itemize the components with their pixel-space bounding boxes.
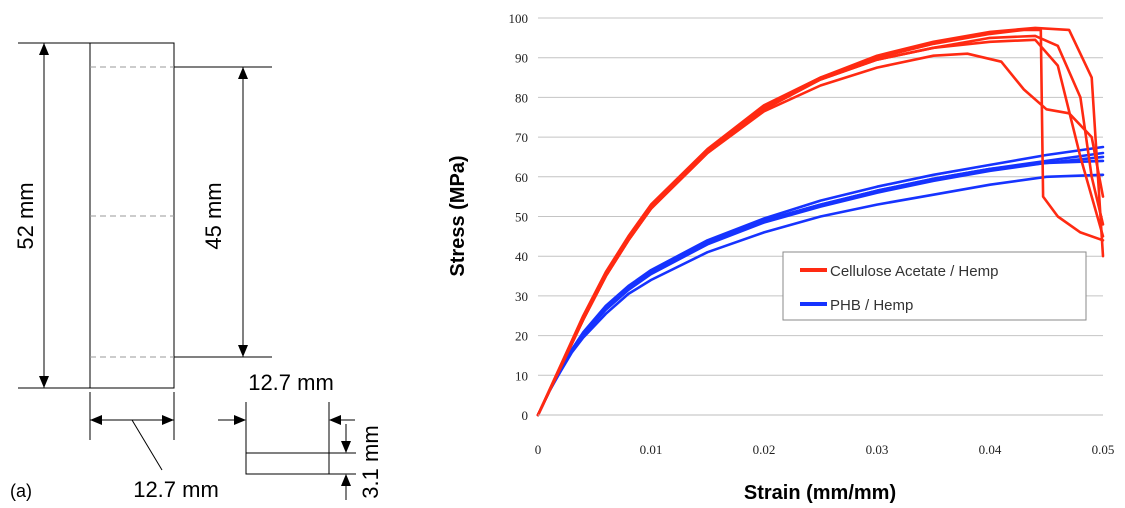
specimen-drawing	[18, 42, 356, 500]
y-tick-label: 100	[509, 11, 529, 26]
dim-45-arrow-bottom	[238, 345, 248, 357]
section-arrow-right	[329, 415, 341, 425]
thick-arrow-top	[341, 441, 351, 453]
y-tick-label: 20	[515, 329, 528, 344]
dim-45-arrow-top	[238, 67, 248, 79]
panel-label: (a)	[10, 481, 32, 501]
legend-label-cellulose: Cellulose Acetate / Hemp	[830, 263, 998, 280]
x-tick-label: 0.03	[866, 442, 889, 457]
dim-52-arrow-bottom	[39, 376, 49, 388]
stress-strain-chart: 0 10 20 30 40 50 60 70 80 90 100 0 0.01 0.02 0.03 0.04…	[447, 11, 1114, 504]
x-tick-label: 0.02	[753, 442, 776, 457]
y-tick-label: 0	[522, 408, 529, 423]
y-axis-title: Stress (MPa)	[447, 155, 469, 276]
dim-width-label: 12.7 mm	[133, 477, 219, 502]
series-lines	[536, 26, 1105, 417]
y-tick-label: 70	[515, 130, 528, 145]
cross-section-outline	[245, 452, 330, 475]
series-line-cellulose-acetate-hemp-2	[536, 34, 1105, 417]
y-tick-label: 10	[515, 368, 528, 383]
dim-45-label: 45 mm	[201, 182, 226, 249]
dim-width-arrow-left	[90, 415, 102, 425]
y-tick-label: 50	[515, 210, 528, 225]
series-line-cellulose-acetate-hemp-1	[536, 28, 1105, 417]
dim-52-arrow-top	[39, 43, 49, 55]
dim-52-label: 52 mm	[13, 182, 38, 249]
thick-arrow-bottom	[341, 474, 351, 486]
x-axis-title: Strain (mm/mm)	[744, 482, 896, 504]
y-tick-label: 80	[515, 90, 528, 105]
x-tick-label: 0	[535, 442, 542, 457]
series-line-cellulose-acetate-hemp-4	[536, 52, 1105, 417]
series-line-phb-hemp-5	[536, 159, 1105, 417]
legend-box	[782, 251, 1087, 321]
section-arrow-left	[234, 415, 246, 425]
legend: Cellulose Acetate / Hemp PHB / Hemp	[782, 251, 1087, 321]
series-line-cellulose-acetate-hemp-5	[536, 38, 1105, 417]
x-tick-labels: 0 0.01 0.02 0.03 0.04 0.05	[535, 442, 1115, 457]
y-tick-label: 90	[515, 51, 528, 66]
y-tick-label: 30	[515, 289, 528, 304]
x-tick-label: 0.05	[1092, 442, 1115, 457]
x-tick-label: 0.04	[979, 442, 1002, 457]
y-tick-labels: 0 10 20 30 40 50 60 70 80 90 100	[509, 11, 529, 423]
gridlines	[538, 17, 1103, 376]
legend-label-phb: PHB / Hemp	[830, 297, 913, 314]
y-tick-label: 40	[515, 249, 528, 264]
x-tick-label: 0.01	[640, 442, 663, 457]
y-tick-label: 60	[515, 170, 528, 185]
dim-width-leader	[131, 419, 163, 471]
dim-width-arrow-right	[162, 415, 174, 425]
thickness-label: 3.1 mm	[358, 425, 383, 498]
section-width-label: 12.7 mm	[248, 370, 334, 395]
